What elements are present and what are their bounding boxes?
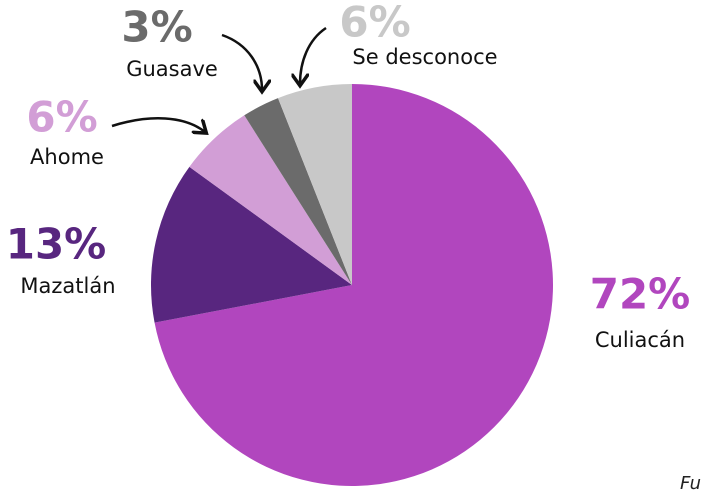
category-label: Mazatlán — [20, 274, 115, 298]
percent-label: 6% — [26, 93, 97, 142]
percent-label: 72% — [590, 270, 691, 319]
category-label: Ahome — [30, 145, 104, 169]
arrow — [111, 117, 205, 132]
pie-slice — [278, 84, 352, 285]
arrow — [300, 26, 327, 84]
pie-slice — [151, 166, 352, 323]
percent-label: 6% — [339, 0, 410, 47]
source-note: Fu — [680, 473, 701, 491]
pie-slice — [244, 98, 352, 285]
category-label: Se desconoce — [352, 45, 497, 69]
arrow — [221, 33, 262, 90]
pie-slice — [189, 115, 352, 285]
percent-label: 13% — [6, 220, 107, 269]
category-label: Guasave — [126, 57, 218, 81]
pie-slice — [154, 84, 554, 486]
category-label: Culiacán — [595, 328, 685, 352]
percent-label: 3% — [121, 3, 192, 52]
